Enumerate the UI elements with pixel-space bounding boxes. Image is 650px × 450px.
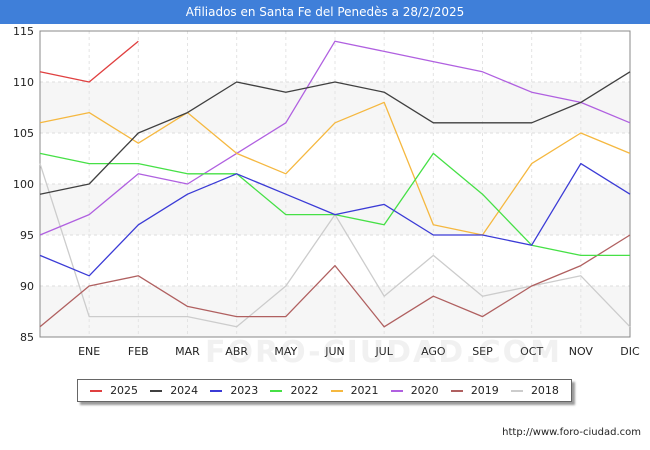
legend-label: 2018 <box>530 384 559 397</box>
x-tick-label: MAR <box>175 345 200 358</box>
legend-item-2019: 2019 <box>450 384 499 397</box>
x-tick-label: ABR <box>225 345 248 358</box>
legend-item-2020: 2020 <box>390 384 439 397</box>
x-tick-label: SEP <box>472 345 493 358</box>
x-tick-label: DIC <box>620 345 640 358</box>
plot-bands <box>40 82 630 337</box>
legend-label: 2020 <box>410 384 439 397</box>
legend-label: 2022 <box>290 384 319 397</box>
legend-label: 2019 <box>470 384 499 397</box>
series-line-2025 <box>39 40 139 83</box>
watermark: FORO-CIUDAD.COM <box>205 335 562 370</box>
legend-swatch <box>390 389 403 392</box>
x-tick-label: OCT <box>520 345 543 358</box>
legend-item-2025: 2025 <box>90 384 138 397</box>
y-tick-label: 115 <box>13 25 34 38</box>
legend-swatch <box>210 389 223 392</box>
series-line-2024 <box>39 71 631 195</box>
y-tick-label: 110 <box>13 76 34 89</box>
legend-label: 2023 <box>230 384 259 397</box>
x-tick-label: JUL <box>374 345 393 358</box>
x-axis-ticks: ENE FEB MAR ABR MAY JUN JUL AGO SEP OCT NOV DIC <box>78 345 640 358</box>
legend-swatch <box>150 389 163 392</box>
source-url: http://www.foro-ciudad.com <box>502 427 641 438</box>
series-line-2021 <box>39 101 631 236</box>
legend-item-2021: 2021 <box>330 384 379 397</box>
x-tick-label: JUN <box>324 345 345 358</box>
y-tick-label: 90 <box>20 280 34 293</box>
series-line-2020 <box>39 40 631 236</box>
legend-item-2018: 2018 <box>510 384 559 397</box>
chart-title: Afiliados en Santa Fe del Penedès a 28/2… <box>0 0 650 24</box>
legend-swatch <box>270 389 283 392</box>
legend-label: 2024 <box>170 384 199 397</box>
series-line-2023 <box>39 162 631 277</box>
x-tick-label: MAY <box>274 345 297 358</box>
x-tick-label: ENE <box>78 345 100 358</box>
y-tick-label: 85 <box>20 331 34 344</box>
legend-item-2024: 2024 <box>150 384 198 397</box>
y-axis-ticks: 85 90 95 100 105 110 115 <box>13 25 34 344</box>
series-line-2019 <box>39 234 631 328</box>
legend-label: 2025 <box>110 384 139 397</box>
legend-swatch <box>450 389 463 392</box>
legend-swatch <box>510 389 523 392</box>
legend-label: 2021 <box>350 384 379 397</box>
plot-band <box>40 184 630 235</box>
legend-swatch <box>90 389 103 392</box>
x-tick-label: AGO <box>421 345 446 358</box>
legend: 2025 2024 2023 2022 2021 2020 2019 2018 <box>77 379 572 402</box>
x-tick-label: NOV <box>569 345 594 358</box>
plot-frame <box>39 30 631 338</box>
x-tick-label: FEB <box>128 345 149 358</box>
legend-swatch <box>330 389 343 392</box>
plot-band <box>40 286 630 337</box>
y-tick-label: 105 <box>13 127 34 140</box>
y-tick-label: 100 <box>13 178 34 191</box>
series-lines <box>39 40 631 328</box>
plot-band <box>40 82 630 133</box>
legend-item-2022: 2022 <box>270 384 318 397</box>
legend-item-2023: 2023 <box>210 384 258 397</box>
y-tick-label: 95 <box>20 229 34 242</box>
